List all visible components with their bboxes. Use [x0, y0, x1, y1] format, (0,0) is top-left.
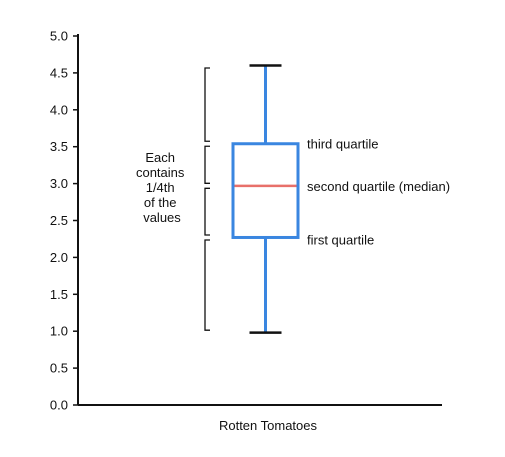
y-tick-label: 4.5	[50, 65, 68, 80]
quartile-bracket	[204, 145, 210, 184]
quartile-bracket	[204, 187, 210, 236]
third-quartile-label: third quartile	[307, 137, 379, 152]
bracket-note-line: Each	[145, 150, 175, 165]
quartile-brackets	[204, 67, 210, 331]
bracket-note-line: of the	[144, 195, 177, 210]
bracket-note-line: 1/4th	[146, 180, 175, 195]
bracket-note-line: contains	[136, 165, 185, 180]
median-label: second quartile (median)	[307, 179, 450, 194]
y-tick-label: 0.0	[50, 398, 68, 413]
y-tick-label: 0.5	[50, 361, 68, 376]
y-axis-ticks: 0.0 0.5 1.0 1.5 2.0 2.5 3.0 3.5 4.0 4.5 5.0	[50, 29, 78, 413]
y-tick-label: 1.0	[50, 324, 68, 339]
x-axis-label: Rotten Tomatoes	[219, 418, 318, 433]
y-tick-label: 2.5	[50, 213, 68, 228]
y-tick-label: 4.0	[50, 102, 68, 117]
quartile-bracket	[204, 239, 210, 331]
y-tick-label: 3.0	[50, 176, 68, 191]
first-quartile-label: first quartile	[307, 232, 374, 247]
y-tick-label: 2.0	[50, 250, 68, 265]
y-tick-label: 1.5	[50, 287, 68, 302]
interquartile-box	[231, 142, 300, 239]
bracket-note: Each contains 1/4th of the values	[136, 150, 188, 225]
bracket-note-line: values	[143, 210, 181, 225]
y-tick-label: 5.0	[50, 29, 68, 44]
y-tick-label: 3.5	[50, 139, 68, 154]
quartile-bracket	[204, 67, 210, 142]
